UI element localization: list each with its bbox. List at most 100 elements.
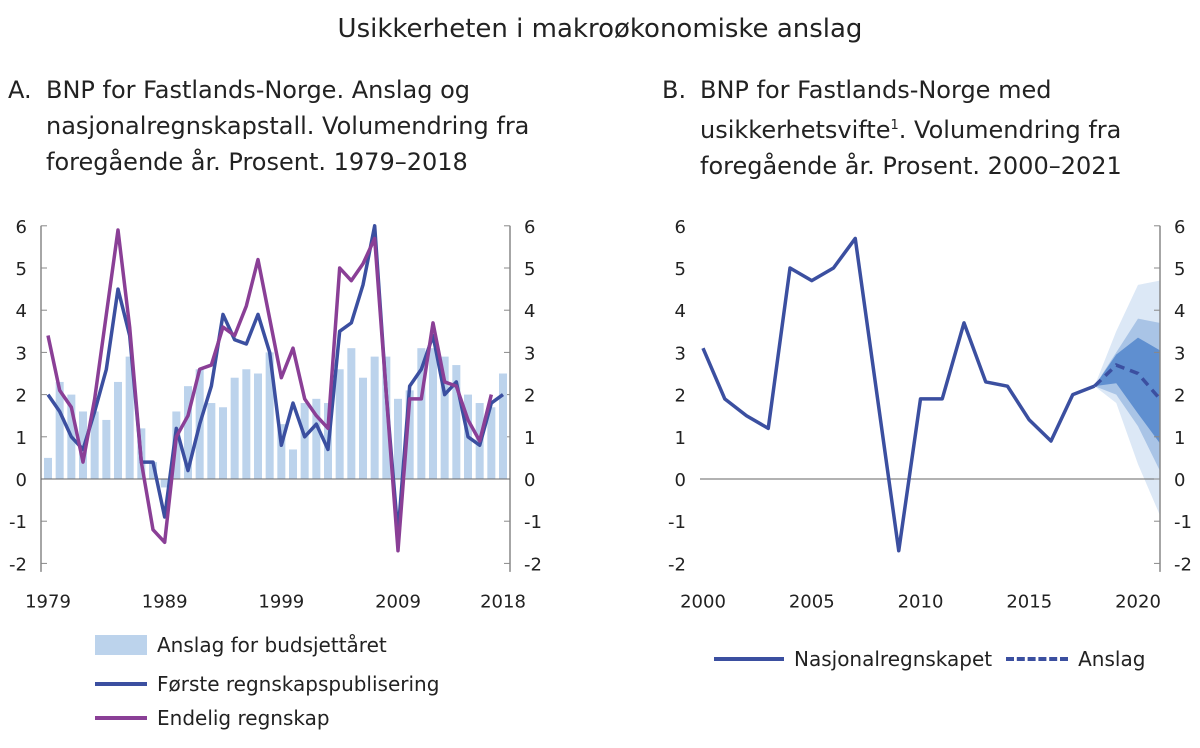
- bar: [335, 369, 344, 479]
- bar: [300, 403, 309, 479]
- x-tick-label: 2010: [898, 591, 944, 612]
- bar: [394, 398, 402, 479]
- bar: [312, 398, 321, 479]
- legend-item-first: Første regnskapspublisering: [95, 672, 439, 696]
- y-tick-label-right: 0: [1174, 470, 1185, 491]
- bar: [125, 356, 134, 479]
- legend-swatch: [714, 657, 784, 661]
- legend-label: Nasjonalregnskapet: [794, 647, 993, 671]
- bar: [452, 365, 461, 479]
- y-tick-label-left: 5: [675, 259, 686, 280]
- bar: [230, 377, 239, 479]
- bar: [499, 373, 507, 479]
- x-tick-label: 2018: [480, 591, 526, 612]
- legend-swatch: [1006, 657, 1069, 661]
- bar: [242, 369, 251, 479]
- y-tick-label-left: 4: [675, 301, 686, 322]
- y-tick-label-left: -2: [9, 554, 27, 575]
- y-tick-label-left: 2: [16, 386, 27, 407]
- series-line-anslag: [1093, 363, 1162, 400]
- bar: [289, 449, 297, 479]
- y-tick-label-left: -1: [9, 512, 27, 533]
- legend-label: Anslag for budsjettåret: [157, 633, 387, 657]
- bar: [149, 462, 157, 479]
- y-tick-label-right: -2: [1174, 554, 1192, 575]
- y-tick-label-right: 4: [1174, 301, 1185, 322]
- legend-swatch: [95, 716, 147, 720]
- title-line: foregående år. Prosent. 1979–2018: [46, 148, 468, 176]
- y-tick-label-right: 3: [524, 343, 535, 364]
- bar: [184, 386, 192, 479]
- bar: [405, 390, 414, 479]
- x-tick-label: 2009: [375, 591, 421, 612]
- bar: [440, 356, 449, 479]
- title-text: . Volumendring fra: [898, 116, 1122, 144]
- y-tick-label-left: 3: [16, 343, 27, 364]
- panel-a-title: BNP for Fastlands-Norge. Anslag og nasjo…: [46, 72, 529, 180]
- bar: [370, 356, 379, 479]
- x-tick-label: 1979: [25, 591, 71, 612]
- y-tick-label-left: 2: [675, 386, 686, 407]
- legend-item-final: Endelig regnskap: [95, 706, 330, 730]
- legend-swatch: [95, 682, 147, 686]
- y-tick-label-right: 1: [524, 428, 535, 449]
- fan-band-inner: [1094, 337, 1160, 444]
- legend-swatch: [95, 635, 147, 655]
- x-tick-label: 1999: [258, 591, 304, 612]
- title-line: foregående år. Prosent. 2000–2021: [700, 152, 1122, 180]
- bar: [44, 457, 52, 479]
- bar: [254, 373, 262, 479]
- x-tick-label: 2005: [789, 591, 835, 612]
- y-tick-label-left: -1: [668, 512, 686, 533]
- y-tick-label-right: 5: [524, 259, 535, 280]
- panel-b-label: B.: [662, 76, 687, 104]
- y-tick-label-right: 2: [1174, 386, 1185, 407]
- x-tick-label: 1989: [142, 591, 188, 612]
- bar: [55, 381, 64, 479]
- bar: [219, 407, 227, 479]
- panel-a-label: A.: [8, 76, 32, 104]
- y-tick-label-right: 1: [1174, 428, 1185, 449]
- legend-item-nr: Nasjonalregnskapet Anslag: [714, 647, 1145, 671]
- y-tick-label-left: 4: [16, 301, 27, 322]
- legend-item-bars: Anslag for budsjettåret: [95, 633, 387, 657]
- y-tick-label-left: 6: [16, 217, 27, 238]
- bar: [429, 348, 437, 479]
- series-line-nasjonalregnskapet: [701, 236, 1096, 553]
- y-tick-label-right: 4: [524, 301, 535, 322]
- bar: [114, 381, 122, 479]
- y-tick-label-right: 5: [1174, 259, 1185, 280]
- y-tick-label-left: 1: [675, 428, 686, 449]
- y-tick-label-left: 3: [675, 343, 686, 364]
- bar: [265, 352, 274, 479]
- title-text: usikkerhetsvifte: [700, 116, 891, 144]
- title-line: nasjonalregnskapstall. Volumendring fra: [46, 112, 530, 140]
- y-tick-label-right: -2: [524, 554, 542, 575]
- bar: [277, 424, 286, 479]
- panel-b-title: BNP for Fastlands-Norge med usikkerhetsv…: [700, 72, 1122, 184]
- y-tick-label-left: 5: [16, 259, 27, 280]
- legend-label: Første regnskapspublisering: [157, 672, 440, 696]
- bar: [102, 419, 111, 479]
- bar: [417, 348, 426, 479]
- legend-label: Anslag: [1078, 647, 1146, 671]
- bar: [160, 479, 169, 488]
- y-tick-label-left: -2: [668, 554, 686, 575]
- x-tick-label: 2000: [680, 591, 726, 612]
- footnote-mark: 1: [890, 118, 899, 133]
- y-tick-label-right: 2: [524, 386, 535, 407]
- title-line: BNP for Fastlands-Norge. Anslag og: [46, 76, 470, 104]
- y-tick-label-left: 1: [16, 428, 27, 449]
- y-tick-label-right: -1: [1174, 512, 1192, 533]
- x-tick-label: 2020: [1115, 591, 1161, 612]
- y-tick-label-left: 0: [16, 470, 27, 491]
- y-tick-label-right: 0: [524, 470, 535, 491]
- y-tick-label-left: 6: [675, 217, 686, 238]
- figure-title: Usikkerheten i makroøkonomiske anslag: [337, 14, 863, 44]
- legend-label: Endelig regnskap: [157, 706, 330, 730]
- y-tick-label-right: -1: [524, 512, 542, 533]
- bar: [90, 411, 99, 479]
- series-line-2: [46, 228, 494, 553]
